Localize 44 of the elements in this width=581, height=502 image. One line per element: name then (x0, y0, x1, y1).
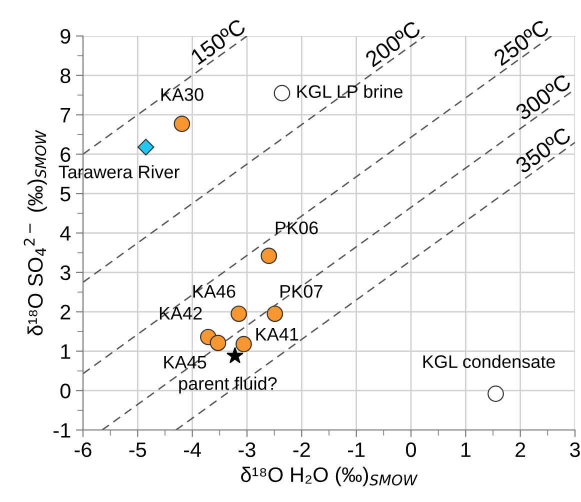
x-tick-label: -6 (74, 442, 92, 458)
y-tick-label: 6 (60, 147, 70, 162)
point (230, 306, 247, 322)
series-label: KA46 (193, 285, 236, 298)
series-label: KA41 (256, 328, 298, 340)
x-tick-label: -4 (184, 442, 201, 457)
point (488, 386, 504, 402)
point (226, 347, 244, 364)
point (137, 138, 154, 156)
point (260, 248, 278, 264)
x-tick-label: 2 (516, 442, 526, 457)
series-label: Tarawera River (58, 165, 180, 178)
y-tick-label: 8 (60, 68, 70, 84)
series-label: KA42 (160, 306, 202, 320)
y-tick-label: 7 (60, 108, 70, 122)
x-tick-label: 1 (461, 442, 470, 457)
series-label: KA30 (161, 88, 204, 101)
series-label: PK06 (276, 222, 318, 234)
y-tick-label: 9 (60, 29, 70, 44)
point (266, 306, 284, 322)
point (274, 84, 290, 102)
series-label: KGL condensate (423, 354, 555, 368)
x-tick-label: -1 (348, 442, 365, 457)
x-tick-label: -3 (238, 442, 256, 458)
x-tick-label: -2 (293, 442, 310, 457)
series-label: PK07 (280, 285, 322, 298)
y-axis-title: δ¹⁸O SO$_{4}$$^{2−}$ (‰)$_{SMOW}$ (24, 130, 47, 336)
point (210, 334, 226, 352)
y-tick-label: 5 (60, 186, 70, 202)
x-tick-label: 3 (570, 442, 580, 458)
series-label: KGL LP brine (297, 84, 402, 98)
point (174, 116, 190, 132)
y-tick-label: 3 (60, 265, 70, 280)
x-tick-label: -5 (129, 442, 146, 458)
y-tick-label: -1 (54, 423, 70, 438)
series-label: parent fluid? (179, 376, 277, 394)
x-tick-label: 0 (406, 442, 416, 458)
y-tick-label: 1 (61, 344, 70, 359)
y-tick-label: 2 (60, 304, 70, 320)
x-axis-title: δ¹⁸O H₂O (‰)$_{SMOW}$ (241, 466, 418, 486)
point (236, 336, 252, 352)
y-tick-label: 4 (60, 226, 71, 241)
y-tick-label: 0 (60, 384, 70, 398)
series-label: KA45 (164, 356, 206, 369)
